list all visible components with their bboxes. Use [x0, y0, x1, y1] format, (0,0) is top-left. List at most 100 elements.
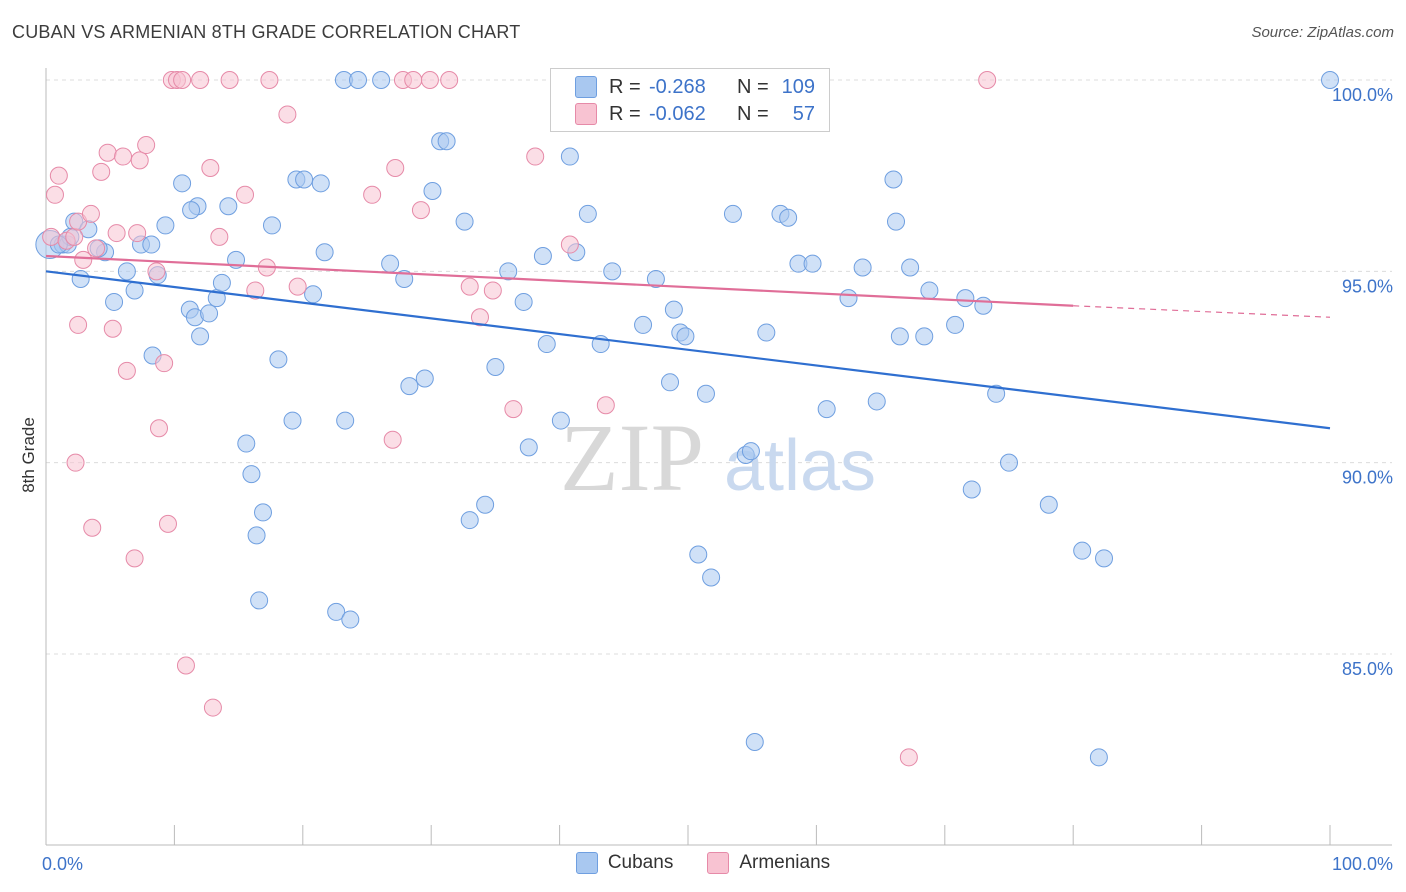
armenians-point	[117, 361, 136, 380]
armenians-point	[103, 319, 122, 338]
watermark: ZIP atlas	[560, 404, 876, 511]
stats-swatch-cubans	[575, 76, 597, 98]
legend-item-cubans[interactable]: Cubans	[575, 852, 673, 874]
cubans-point	[395, 269, 414, 288]
cubans-point	[533, 247, 552, 266]
armenians-point	[83, 518, 102, 537]
cubans-trend-line	[45, 270, 1331, 430]
cubans-point	[269, 350, 288, 369]
y-tick-label: 100.0%	[1332, 85, 1393, 105]
cubans-point	[689, 545, 708, 564]
cubans-point	[702, 568, 721, 587]
cubans-point	[853, 258, 872, 277]
armenians-point	[130, 151, 149, 170]
legend-item-armenians[interactable]: Armenians	[707, 852, 830, 874]
armenians-point	[81, 204, 100, 223]
y-axis-label: 8th Grade	[19, 417, 38, 493]
cubans-point	[262, 216, 281, 235]
grid-lines	[46, 79, 1392, 655]
chart-title: CUBAN VS ARMENIAN 8TH GRADE CORRELATION …	[12, 22, 521, 42]
armenians-point	[404, 71, 423, 89]
cubans-point	[1095, 549, 1114, 568]
armenians-point	[191, 71, 210, 89]
cubans-point	[476, 495, 495, 514]
armenians-point	[383, 430, 402, 449]
armenians-point	[504, 400, 523, 419]
armenians-point	[560, 235, 579, 254]
armenians-point	[260, 71, 279, 89]
cubans-point	[974, 296, 993, 315]
cubans-point	[560, 147, 579, 166]
armenians-point	[526, 147, 545, 166]
watermark-zip: ZIP	[560, 404, 704, 511]
chart-legend: Cubans Armenians	[0, 852, 1406, 874]
watermark-atlas: atlas	[724, 426, 876, 506]
armenians-point	[411, 201, 430, 220]
cubans-point	[219, 197, 238, 216]
cubans-point	[125, 281, 144, 300]
armenians-point	[128, 224, 147, 243]
legend-swatch-cubans	[575, 852, 598, 874]
armenians-point	[288, 277, 307, 296]
cubans-point	[295, 170, 314, 189]
armenians-trend-line	[45, 254, 1074, 307]
armenians-point	[114, 147, 133, 166]
stats-n-value: 57	[792, 102, 815, 125]
armenians-point	[210, 227, 229, 246]
armenians-point	[236, 185, 255, 204]
cubans-point	[634, 315, 653, 334]
armenians-point	[220, 71, 239, 89]
stats-r-label: R =	[609, 75, 641, 98]
armenians-point	[978, 71, 997, 89]
armenians-point	[420, 71, 439, 89]
cubans-point	[400, 377, 419, 396]
cubans-point	[499, 262, 518, 281]
stats-swatch-armenians	[575, 103, 597, 125]
stats-n-label: N =	[737, 75, 769, 98]
cubans-point	[71, 269, 90, 288]
armenians-point	[596, 396, 615, 415]
armenians-point	[278, 105, 297, 124]
cubans-point	[551, 411, 570, 430]
armenians-point	[65, 227, 84, 246]
cubans-point	[142, 235, 161, 254]
cubans-point	[381, 254, 400, 273]
cubans-point	[745, 733, 764, 752]
armenians-point	[440, 71, 459, 89]
armenians-point	[173, 71, 192, 89]
source-label: Source: ZipAtlas.com	[1251, 24, 1394, 41]
cubans-point	[664, 300, 683, 319]
stats-legend: R = -0.268 N = 109 R = -0.062 N = 57	[550, 68, 830, 132]
cubans-point	[200, 304, 219, 323]
stats-r-value: -0.268	[649, 75, 706, 98]
armenians-point	[155, 354, 174, 373]
cubans-point	[646, 269, 665, 288]
armenians-trend-extension	[1073, 305, 1331, 318]
cubans-point	[537, 335, 556, 354]
armenians-point	[158, 514, 177, 533]
stats-row-cubans: R = -0.268 N = 109	[575, 73, 815, 101]
stats-n-value: 109	[781, 75, 815, 98]
x-tick-label-min: 0.0%	[42, 854, 83, 874]
cubans-point	[242, 465, 261, 484]
armenians-point	[899, 748, 918, 767]
legend-label-armenians: Armenians	[739, 852, 831, 873]
cubans-point	[956, 289, 975, 308]
cubans-point	[839, 289, 858, 308]
armenians-point	[66, 453, 85, 472]
cubans-point	[253, 503, 272, 522]
cubans-point	[803, 254, 822, 273]
cubans-point	[105, 292, 124, 311]
stats-n-label: N =	[737, 102, 769, 125]
cubans-point	[327, 602, 346, 621]
armenians-point	[87, 239, 106, 258]
y-tick-label: 95.0%	[1342, 276, 1393, 296]
cubans-point	[460, 511, 479, 530]
cubans-point	[514, 292, 533, 311]
cubans-point	[304, 285, 323, 304]
axes: 85.0% 90.0% 95.0% 100.0% 0.0% 100.0%	[42, 68, 1393, 874]
cubans-point	[437, 132, 456, 151]
cubans-point	[915, 327, 934, 346]
armenians-point	[45, 185, 64, 204]
